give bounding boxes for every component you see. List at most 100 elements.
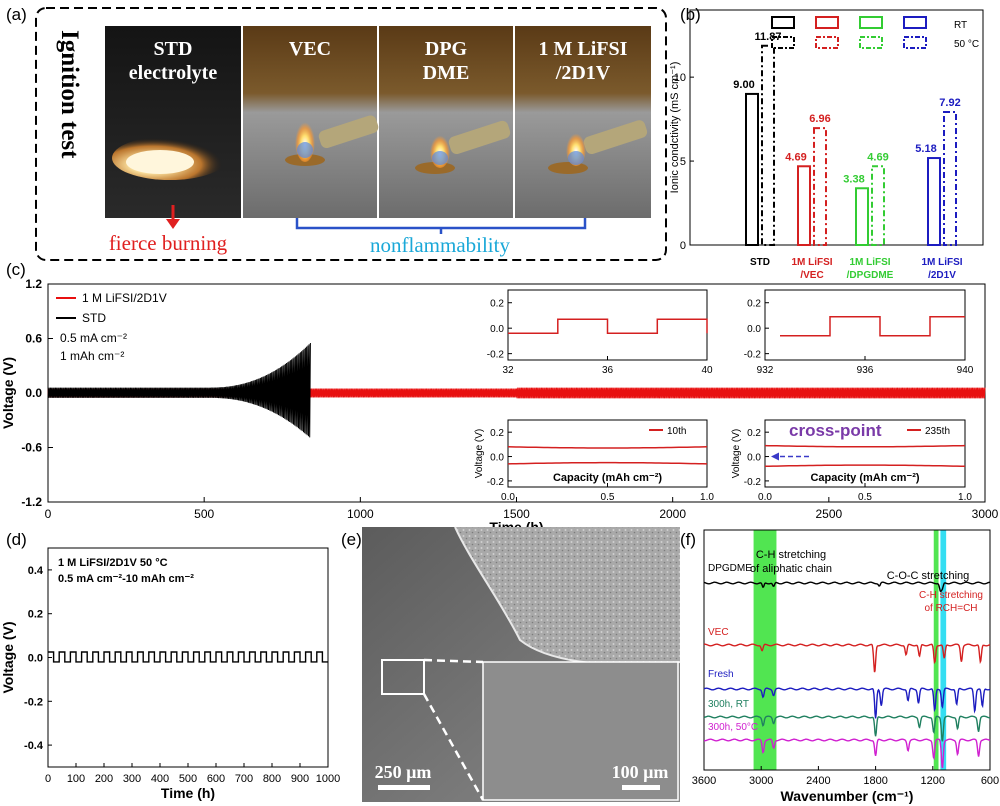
legend-swatch-50c bbox=[903, 36, 927, 49]
ir-series-label: DPGDME bbox=[708, 563, 752, 574]
highlight-band bbox=[753, 530, 777, 770]
inset-discharge-curve bbox=[507, 461, 708, 465]
inset-legend-label: 235th bbox=[925, 426, 950, 437]
y-tick-label-c: 0.0 bbox=[25, 386, 42, 400]
photo-dpgdme-line2: DME bbox=[423, 62, 470, 84]
inset-y-axis-label: Voltage (V) bbox=[731, 429, 742, 478]
x-tick-label-f: 2400 bbox=[806, 775, 830, 787]
legend-swatch-rt bbox=[815, 16, 839, 29]
chart-c: -1.2 -0.6 0.0 0.6 1.2 0 500 1000 1500 2000 2500 300… bbox=[0, 277, 999, 535]
cross-point-arrowhead bbox=[771, 452, 779, 461]
photo-2d1v: 1 M LiFSI /2D1V bbox=[515, 26, 651, 218]
inset-discharge-curve bbox=[764, 464, 966, 468]
bar-50c bbox=[813, 127, 827, 247]
bar-rt bbox=[797, 165, 811, 246]
inset-1: -0.2 0.0 0.2 32 36 40 bbox=[487, 289, 713, 376]
inset-x-tick-label: 36 bbox=[602, 365, 614, 376]
photo-std: STD electrolyte bbox=[105, 26, 241, 218]
y-tick-label-c: -0.6 bbox=[21, 441, 42, 455]
legend-label-2d1v: 1 M LiFSI/2D1V bbox=[82, 291, 167, 305]
panel-a: (a) Ignition test STD electrolyte VEC bbox=[6, 5, 667, 261]
annotation-capacity: 1 mAh cm⁻² bbox=[60, 349, 124, 363]
ir-spectrum-line bbox=[704, 738, 991, 769]
inset-x-tick-label: 0.0 bbox=[758, 492, 772, 503]
panel-label-c: (c) bbox=[6, 260, 26, 279]
inset-charge-curve bbox=[507, 446, 708, 449]
photo-dpgdme-line1: DPG bbox=[425, 38, 468, 60]
annotation-current: 0.5 mA cm⁻² bbox=[60, 331, 127, 345]
photo-2d1v-line1: 1 M LiFSI bbox=[539, 38, 628, 60]
ir-spectrum-line bbox=[703, 715, 990, 742]
photo-2d1v-line2: /2D1V bbox=[555, 62, 611, 84]
fierce-arrow-icon bbox=[166, 205, 180, 229]
annotation-ch-rch-2: of RCH=CH bbox=[924, 603, 977, 614]
x-tick-label-c: 1500 bbox=[503, 507, 530, 521]
inset-y-tick-label: -0.2 bbox=[487, 477, 505, 488]
photo-std-line2: electrolyte bbox=[129, 62, 218, 84]
ir-series-label: VEC bbox=[708, 627, 729, 638]
inset-frame bbox=[507, 419, 708, 488]
legend-swatch-rt bbox=[771, 16, 795, 29]
x-tick-label-c: 2000 bbox=[659, 507, 686, 521]
x-tick-label-d: 700 bbox=[235, 773, 253, 785]
y-tick-label-c: 0.6 bbox=[25, 332, 42, 346]
panel-c: (c) -1.2 -0.6 0.0 0.6 1.2 0 500 1000 1500 2000 250… bbox=[0, 260, 999, 535]
series-line-std bbox=[47, 342, 311, 438]
annotation-coc: C-O-C stretching bbox=[887, 570, 970, 582]
inset-y-tick-label: 0.0 bbox=[747, 324, 761, 335]
y-tick-label-d: -0.2 bbox=[24, 696, 43, 708]
x-category-label-b: 1M LiFSI bbox=[921, 257, 962, 268]
x-axis-label-f: Wavenumber (cm⁻¹) bbox=[781, 788, 914, 804]
ir-spectrum-line bbox=[703, 687, 991, 719]
scalebar-250 bbox=[378, 785, 430, 790]
inset-x-axis-label: Capacity (mAh cm⁻²) bbox=[553, 472, 662, 484]
bar-label-rt: 4.69 bbox=[785, 151, 806, 163]
y-tick-label-d: -0.4 bbox=[24, 740, 44, 752]
x-category-label-b: STD bbox=[750, 257, 770, 268]
inset-x-tick-label: 940 bbox=[957, 365, 974, 376]
x-tick-label-f: 600 bbox=[981, 775, 999, 787]
y-tick-label-c: 1.2 bbox=[25, 277, 42, 291]
inset-x-tick-label: 0.5 bbox=[601, 492, 615, 503]
bar-label-50c: 11.87 bbox=[755, 31, 782, 43]
x-tick-label-d: 800 bbox=[263, 773, 281, 785]
x-tick-label-d: 300 bbox=[123, 773, 141, 785]
y-axis-label-d: Voltage (V) bbox=[0, 621, 16, 693]
photo-vec: VEC bbox=[243, 26, 379, 218]
legend-label-rt: RT bbox=[954, 20, 967, 31]
legend-swatch-50c bbox=[815, 36, 839, 49]
inset-frame bbox=[764, 419, 966, 488]
bar-50c bbox=[943, 111, 957, 246]
y-tick-label-b: 5 bbox=[680, 156, 686, 168]
x-tick-label-c: 500 bbox=[194, 507, 214, 521]
x-tick-label-d: 400 bbox=[151, 773, 169, 785]
inset-y-tick-label: -0.2 bbox=[487, 350, 505, 361]
panel-label-f: (f) bbox=[680, 530, 696, 549]
bar-50c bbox=[761, 44, 775, 246]
inset-x-tick-label: 1.0 bbox=[700, 492, 714, 503]
bar-rt bbox=[927, 157, 941, 246]
panel-d: (d) -0.4 -0.2 0.0 0.2 0.4 0 100 200 300 400 500 600… bbox=[0, 530, 340, 801]
inset-x-axis-label: Capacity (mAh cm⁻²) bbox=[810, 472, 919, 484]
x-tick-label-f: 3600 bbox=[692, 775, 716, 787]
scalebar-100-label: 100 µm bbox=[612, 762, 669, 782]
photo-vec-line1: VEC bbox=[289, 38, 331, 60]
inset-4: -0.2 0.0 0.2 0.0 0.5 1.0 Capacity (mAh cm⁻²) Vo… bbox=[731, 419, 972, 503]
scalebar-100 bbox=[622, 785, 660, 790]
inset-x-tick-label: 32 bbox=[502, 365, 514, 376]
x-category-label-b: 1M LiFSI bbox=[849, 257, 890, 268]
panel-e: (e) 250 µm 100 µm bbox=[341, 526, 681, 802]
y-tick-label-c: -1.2 bbox=[21, 495, 42, 509]
bar-50c bbox=[871, 165, 885, 246]
bar-rt bbox=[745, 92, 759, 246]
x-tick-label-f: 1800 bbox=[863, 775, 887, 787]
bar-label-rt: 3.38 bbox=[843, 173, 864, 185]
bar-label-50c: 6.96 bbox=[809, 113, 830, 125]
y-axis-label-c: Voltage (V) bbox=[0, 357, 16, 429]
nonflammability-label: nonflammability bbox=[370, 233, 510, 257]
inset-series-line bbox=[508, 318, 708, 335]
inset-y-tick-label: -0.2 bbox=[744, 477, 762, 488]
inset-y-tick-label: 0.2 bbox=[490, 299, 504, 310]
